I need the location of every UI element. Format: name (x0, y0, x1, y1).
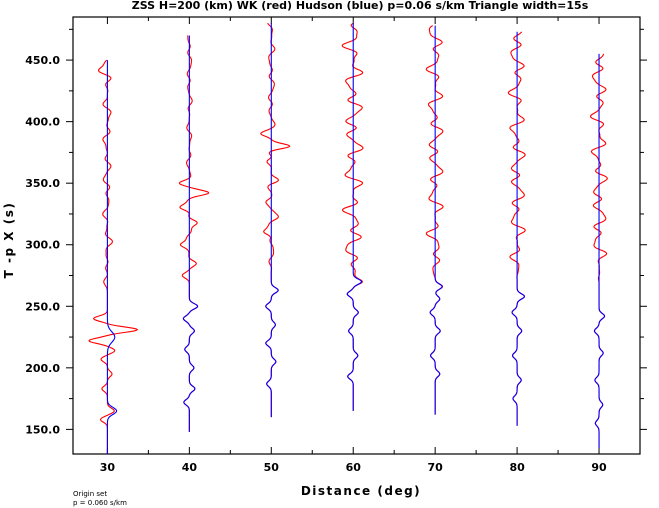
wk-trace-50 (260, 22, 291, 418)
hudson-trace-60 (346, 23, 363, 411)
hudson-trace-30 (106, 60, 118, 454)
trace-90-deg (590, 53, 608, 448)
wk-trace-30 (88, 59, 139, 454)
hudson-trace-90 (593, 53, 606, 448)
y-tick-label: 350.0 (25, 177, 60, 190)
y-tick-label: 150.0 (25, 423, 60, 436)
x-tick-label: 50 (264, 461, 280, 474)
x-tick-label: 30 (100, 461, 116, 474)
x-axis: 30 40 50 60 70 80 90 (100, 17, 641, 474)
hudson-trace-80 (511, 31, 526, 426)
y-axis-label: T -p X (s) (2, 202, 16, 279)
x-tick-label: 60 (346, 461, 362, 474)
wk-trace-60 (341, 22, 364, 411)
trace-50-deg (260, 22, 291, 418)
trace-60-deg (341, 22, 364, 411)
plot-frame (72, 16, 641, 455)
y-tick-label: 300.0 (25, 239, 60, 252)
y-tick-label: 250.0 (25, 300, 60, 313)
x-tick-label: 70 (428, 461, 444, 474)
trace-30-deg (88, 59, 139, 454)
chart-title: ZSS H=200 (km) WK (red) Hudson (blue) p=… (132, 0, 589, 12)
footnote-origin: Origin set (73, 490, 107, 498)
footnote-ray-parameter: p = 0.060 s/km (73, 499, 127, 507)
hudson-trace-40 (182, 35, 199, 432)
x-axis-label: Distance (deg) (301, 484, 421, 498)
y-tick-label: 200.0 (25, 362, 60, 375)
x-tick-label: 40 (182, 461, 198, 474)
x-tick-label: 80 (509, 461, 525, 474)
y-tick-label: 400.0 (25, 116, 60, 129)
trace-80-deg (507, 31, 526, 426)
wk-trace-40 (178, 35, 210, 432)
hudson-trace-70 (429, 25, 443, 415)
y-tick-label: 450.0 (25, 54, 60, 67)
trace-40-deg (178, 35, 210, 432)
y-axis: 150.0 200.0 250.0 300.0 350.0 400.0 450.0 (25, 28, 647, 436)
trace-group (88, 22, 608, 454)
trace-70-deg (425, 25, 444, 415)
hudson-trace-50 (265, 23, 279, 418)
x-tick-label: 90 (591, 461, 607, 474)
